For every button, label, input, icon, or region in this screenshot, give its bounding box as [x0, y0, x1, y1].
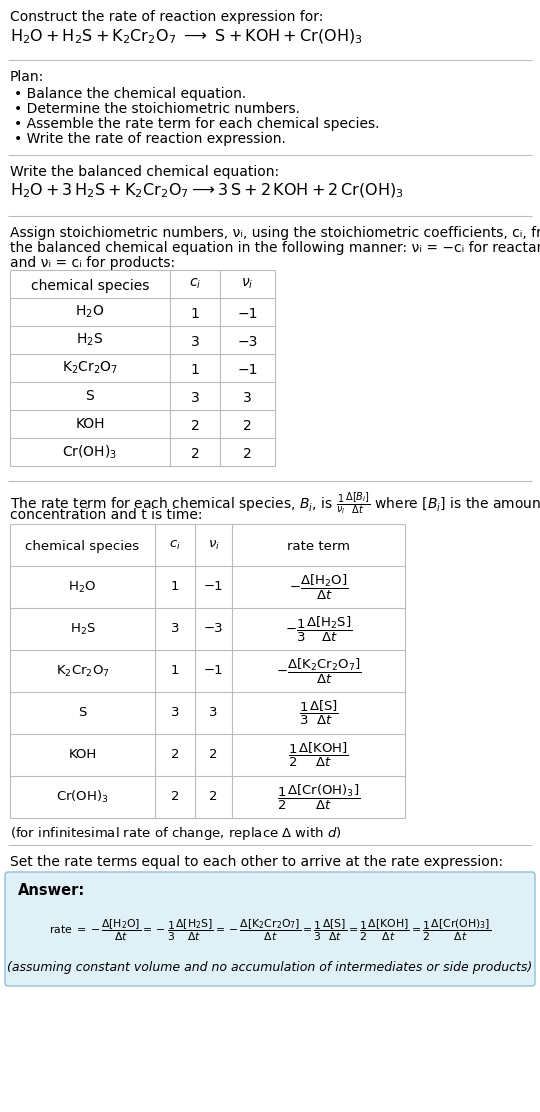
Text: $\mathregular{Cr(OH)_3}$: $\mathregular{Cr(OH)_3}$: [63, 444, 118, 460]
Text: • Assemble the rate term for each chemical species.: • Assemble the rate term for each chemic…: [14, 117, 380, 131]
Text: 1: 1: [171, 580, 179, 594]
Text: $-\dfrac{\Delta[\mathrm{H_2O}]}{\Delta t}$: $-\dfrac{\Delta[\mathrm{H_2O}]}{\Delta t…: [289, 573, 348, 602]
Text: 1: 1: [191, 363, 199, 377]
Text: −1: −1: [237, 363, 258, 377]
Text: 2: 2: [171, 748, 179, 762]
Text: rate term: rate term: [287, 540, 350, 553]
Text: and νᵢ = cᵢ for products:: and νᵢ = cᵢ for products:: [10, 256, 175, 270]
Text: concentration and t is time:: concentration and t is time:: [10, 508, 202, 522]
FancyBboxPatch shape: [5, 872, 535, 986]
Text: KOH: KOH: [75, 417, 105, 431]
Text: chemical species: chemical species: [31, 279, 149, 292]
Text: 3: 3: [171, 706, 179, 719]
Text: (for infinitesimal rate of change, replace $\Delta$ with $d$): (for infinitesimal rate of change, repla…: [10, 825, 342, 842]
Text: −3: −3: [237, 335, 258, 349]
Text: −1: −1: [237, 307, 258, 321]
Text: • Write the rate of reaction expression.: • Write the rate of reaction expression.: [14, 132, 286, 146]
Text: $\nu_i$: $\nu_i$: [241, 277, 254, 291]
Text: 2: 2: [210, 791, 218, 804]
Text: $\mathregular{H_2O + 3\,H_2S + K_2Cr_2O_7 \longrightarrow 3\,S + 2\,KOH + 2\,Cr(: $\mathregular{H_2O + 3\,H_2S + K_2Cr_2O_…: [10, 182, 403, 200]
Text: 3: 3: [210, 706, 218, 719]
Text: • Balance the chemical equation.: • Balance the chemical equation.: [14, 87, 246, 101]
Text: 3: 3: [191, 335, 199, 349]
Text: $c_i$: $c_i$: [189, 277, 201, 291]
Text: −1: −1: [204, 580, 224, 594]
Text: 3: 3: [171, 623, 179, 635]
Text: 2: 2: [191, 447, 199, 461]
Text: (assuming constant volume and no accumulation of intermediates or side products): (assuming constant volume and no accumul…: [8, 961, 532, 973]
Text: 2: 2: [243, 447, 252, 461]
Text: $\mathregular{H_2O}$: $\mathregular{H_2O}$: [76, 304, 105, 320]
Text: 3: 3: [243, 391, 252, 405]
Text: 2: 2: [243, 419, 252, 433]
Text: Construct the rate of reaction expression for:: Construct the rate of reaction expressio…: [10, 10, 323, 24]
Text: $-\dfrac{\Delta[\mathrm{K_2Cr_2O_7}]}{\Delta t}$: $-\dfrac{\Delta[\mathrm{K_2Cr_2O_7}]}{\D…: [276, 656, 361, 686]
Text: Set the rate terms equal to each other to arrive at the rate expression:: Set the rate terms equal to each other t…: [10, 855, 503, 868]
Text: $\nu_i$: $\nu_i$: [207, 538, 219, 552]
Text: chemical species: chemical species: [25, 540, 139, 553]
Text: $\dfrac{1}{3}\dfrac{\Delta[\mathrm{S}]}{\Delta t}$: $\dfrac{1}{3}\dfrac{\Delta[\mathrm{S}]}{…: [299, 699, 339, 727]
Text: $\mathregular{H_2O + H_2S + K_2Cr_2O_7}$ $\mathregular{\longrightarrow}$ $\mathr: $\mathregular{H_2O + H_2S + K_2Cr_2O_7}$…: [10, 28, 363, 47]
Text: 2: 2: [171, 791, 179, 804]
Text: Assign stoichiometric numbers, νᵢ, using the stoichiometric coefficients, cᵢ, fr: Assign stoichiometric numbers, νᵢ, using…: [10, 226, 540, 240]
Text: $c_i$: $c_i$: [169, 538, 181, 552]
Text: The rate term for each chemical species, $B_i$, is $\frac{1}{\nu_i}\frac{\Delta[: The rate term for each chemical species,…: [10, 492, 540, 517]
Text: 2: 2: [191, 419, 199, 433]
Text: $\mathregular{H_2S}$: $\mathregular{H_2S}$: [70, 622, 96, 636]
Text: • Determine the stoichiometric numbers.: • Determine the stoichiometric numbers.: [14, 102, 300, 116]
Text: $\mathregular{Cr(OH)_3}$: $\mathregular{Cr(OH)_3}$: [56, 788, 109, 805]
Text: S: S: [86, 389, 94, 403]
Text: 1: 1: [191, 307, 199, 321]
Text: $\mathregular{K_2Cr_2O_7}$: $\mathregular{K_2Cr_2O_7}$: [62, 360, 118, 376]
Text: Answer:: Answer:: [18, 883, 85, 898]
Text: $-\dfrac{1}{3}\dfrac{\Delta[\mathrm{H_2S}]}{\Delta t}$: $-\dfrac{1}{3}\dfrac{\Delta[\mathrm{H_2S…: [285, 615, 352, 644]
Text: rate $= -\dfrac{\Delta[\mathrm{H_2O}]}{\Delta t} = -\dfrac{1}{3}\dfrac{\Delta[\m: rate $= -\dfrac{\Delta[\mathrm{H_2O}]}{\…: [49, 917, 491, 943]
Text: $\dfrac{1}{2}\dfrac{\Delta[\mathrm{Cr(OH)_3}]}{\Delta t}$: $\dfrac{1}{2}\dfrac{\Delta[\mathrm{Cr(OH…: [277, 783, 360, 812]
Text: −3: −3: [204, 623, 224, 635]
Text: $\dfrac{1}{2}\dfrac{\Delta[\mathrm{KOH}]}{\Delta t}$: $\dfrac{1}{2}\dfrac{\Delta[\mathrm{KOH}]…: [288, 741, 349, 770]
Text: 3: 3: [191, 391, 199, 405]
Text: the balanced chemical equation in the following manner: νᵢ = −cᵢ for reactants: the balanced chemical equation in the fo…: [10, 241, 540, 255]
Text: $\mathregular{H_2O}$: $\mathregular{H_2O}$: [69, 579, 97, 595]
Text: Write the balanced chemical equation:: Write the balanced chemical equation:: [10, 165, 279, 179]
Text: 1: 1: [171, 665, 179, 677]
Text: $\mathregular{H_2S}$: $\mathregular{H_2S}$: [77, 331, 104, 348]
Text: $\mathregular{K_2Cr_2O_7}$: $\mathregular{K_2Cr_2O_7}$: [56, 664, 110, 678]
Text: 2: 2: [210, 748, 218, 762]
Text: −1: −1: [204, 665, 224, 677]
Text: S: S: [78, 706, 87, 719]
Text: Plan:: Plan:: [10, 70, 44, 85]
Text: KOH: KOH: [69, 748, 97, 762]
